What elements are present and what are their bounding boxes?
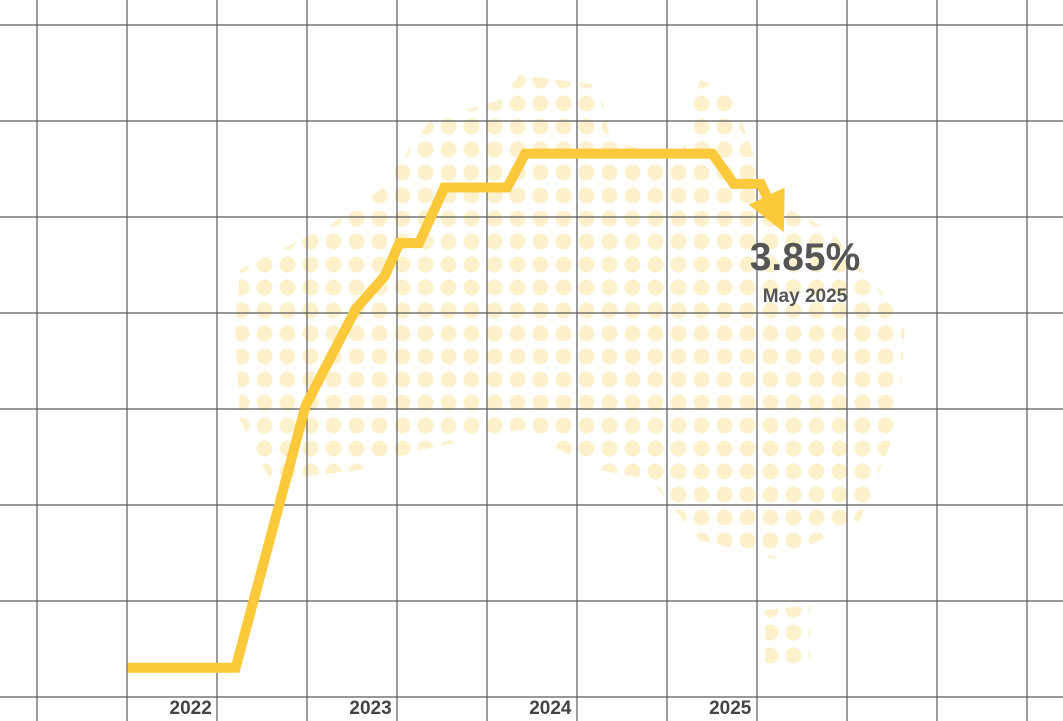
x-tick-label: 2022 — [170, 698, 212, 719]
x-tick-label: 2023 — [349, 698, 391, 719]
annotation-value: 3.85% — [750, 236, 861, 279]
x-tick-label: 2024 — [529, 698, 572, 719]
annotation-date: May 2025 — [763, 286, 848, 307]
map-background — [765, 605, 810, 665]
map-background — [235, 75, 905, 560]
rate-line — [127, 148, 785, 673]
x-tick-label: 2025 — [709, 698, 752, 719]
